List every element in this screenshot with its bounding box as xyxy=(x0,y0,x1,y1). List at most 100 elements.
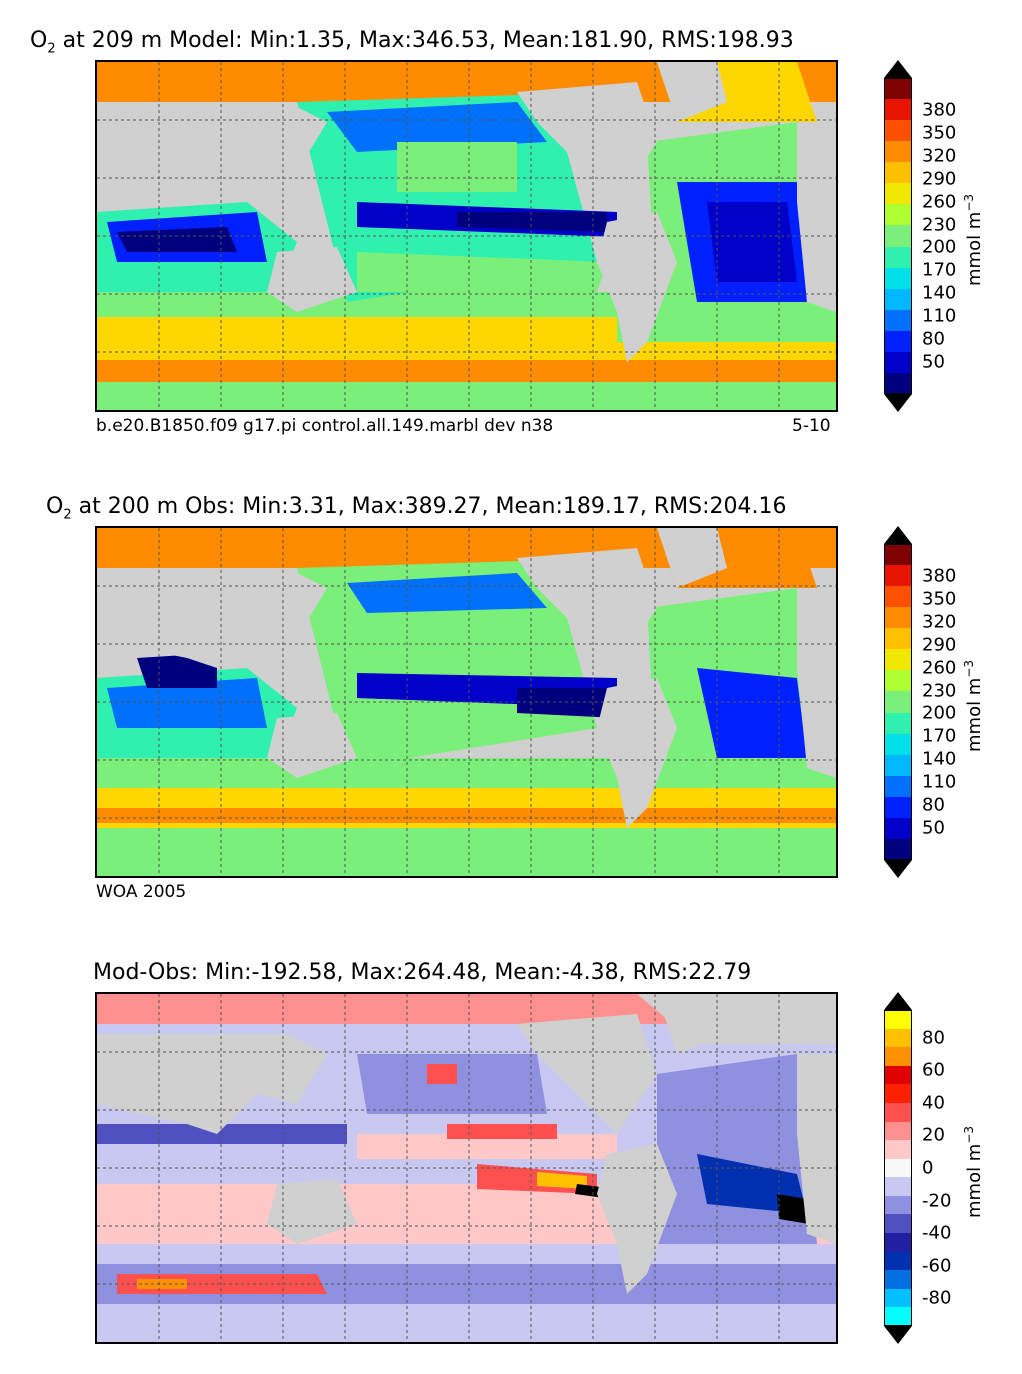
colorbar-segment xyxy=(884,1047,912,1067)
colorbar-segment xyxy=(884,1214,912,1234)
colorbar-tick-label: 230 xyxy=(922,214,957,235)
colorbar-tick-label: 260 xyxy=(922,191,957,213)
colorbar-segment xyxy=(884,246,912,269)
colorbar-segment xyxy=(884,1084,912,1104)
colorbar-segment xyxy=(884,372,912,395)
colorbar-segment xyxy=(884,775,912,798)
colorbar-segment xyxy=(884,565,912,587)
source-caption: WOA 2005 xyxy=(96,882,187,902)
colorbar-segment xyxy=(884,1251,912,1271)
colorbar-tick-label: 320 xyxy=(922,145,957,167)
colorbar-tick-label: 320 xyxy=(922,611,957,633)
diff-map xyxy=(95,992,838,1344)
colorbar-arrow-top xyxy=(884,526,912,544)
colorbar-segment xyxy=(884,1010,912,1030)
colorbar-tick-label: 40 xyxy=(922,1092,945,1114)
colorbar-units-label: mmol m−3 xyxy=(962,193,985,286)
obs-colorbar: 380 350 320 290 260 230 200 170 140 110 80 50 mmol m… xyxy=(884,526,985,878)
colorbar-segment xyxy=(884,1195,912,1215)
colorbar-outline xyxy=(884,544,912,860)
colorbar-segment xyxy=(884,670,912,692)
colorbar-tick-label: 260 xyxy=(922,657,957,679)
colorbar-tick-label: 230 xyxy=(922,680,957,701)
panel-title: Mod-Obs: Min:-192.58, Max:264.48, Mean:-… xyxy=(93,960,752,985)
colorbar-tick-label: 380 xyxy=(922,565,957,587)
panel-title: O2 at 200 m Obs: Min:3.31, Max:389.27, M… xyxy=(46,494,787,523)
colorbar-segment xyxy=(884,330,912,353)
colorbar-tick-label: 290 xyxy=(922,634,957,656)
colorbar-segment xyxy=(884,817,912,840)
colorbar-arrow-bottom xyxy=(884,860,912,878)
colorbar-segment xyxy=(884,1307,912,1327)
case-caption: b.e20.B1850.f09 g17.pi control.all.149.m… xyxy=(96,416,554,436)
colorbar-segment xyxy=(884,78,912,100)
colorbar-segment xyxy=(884,1158,912,1178)
colorbar-segment xyxy=(884,712,912,735)
colorbar-tick-label: 50 xyxy=(922,351,945,373)
colorbar-tick-label: -20 xyxy=(922,1190,952,1212)
colorbar-segment xyxy=(884,754,912,777)
colorbar-arrow-top xyxy=(884,992,912,1010)
colorbar-segment xyxy=(884,1065,912,1085)
colorbar-segment xyxy=(884,351,912,374)
colorbar-tick-label: 170 xyxy=(922,725,957,747)
colorbar-segment xyxy=(884,1028,912,1048)
colorbar-tick-label: 200 xyxy=(922,702,957,724)
colorbar-segment xyxy=(884,141,912,163)
colorbar-tick-label: 50 xyxy=(922,817,945,839)
obs-map xyxy=(95,526,838,878)
obs-panel: O2 at 200 m Obs: Min:3.31, Max:389.27, M… xyxy=(0,466,1022,926)
colorbar-tick-label: 110 xyxy=(922,305,957,327)
colorbar-arrow-bottom xyxy=(884,394,912,412)
panel-title: O2 at 209 m Model: Min:1.35, Max:346.53,… xyxy=(30,28,794,57)
colorbar-segment xyxy=(884,691,912,714)
colorbar-units-label: mmol m−3 xyxy=(962,1125,985,1218)
colorbar-segment xyxy=(884,183,912,205)
colorbar-segment xyxy=(884,309,912,332)
colorbar-arrow-top xyxy=(884,60,912,78)
colorbar-segment xyxy=(884,1177,912,1197)
colorbar-segment xyxy=(884,1288,912,1308)
colorbar-tick-label: 350 xyxy=(922,122,957,144)
colorbar-arrow-bottom xyxy=(884,1326,912,1344)
colorbar-segment xyxy=(884,586,912,608)
colorbar-tick-label: 200 xyxy=(922,236,957,258)
colorbar-outline xyxy=(884,1010,912,1326)
colorbar-units-label: mmol m−3 xyxy=(962,659,985,752)
diff-panel: Mod-Obs: Min:-192.58, Max:264.48, Mean:-… xyxy=(0,932,1022,1372)
colorbar-segment xyxy=(884,1102,912,1123)
colorbar-outline xyxy=(884,78,912,394)
colorbar-tick-label: -60 xyxy=(922,1255,952,1277)
colorbar-segment xyxy=(884,204,912,226)
colorbar-tick-label: 80 xyxy=(922,1027,945,1049)
colorbar-tick-label: -40 xyxy=(922,1222,952,1244)
colorbar-segment xyxy=(884,1233,912,1253)
colorbar-segment xyxy=(884,796,912,819)
colorbar-tick-label: 110 xyxy=(922,771,957,793)
colorbar-segment xyxy=(884,1270,912,1290)
period-caption: 5-10 xyxy=(792,416,831,436)
colorbar-segment xyxy=(884,628,912,650)
colorbar-segment xyxy=(884,120,912,142)
colorbar-tick-label: 380 xyxy=(922,99,957,121)
colorbar-segment xyxy=(884,1140,912,1160)
diff-colorbar: 80 60 40 20 0 -20 -40 -60 -80 mmol m−3 xyxy=(884,992,985,1344)
colorbar-segment xyxy=(884,1121,912,1141)
colorbar-segment xyxy=(884,225,912,248)
colorbar-tick-label: 290 xyxy=(922,168,957,190)
colorbar-tick-label: 60 xyxy=(922,1059,945,1081)
colorbar-segment xyxy=(884,162,912,184)
colorbar-segment xyxy=(884,607,912,629)
colorbar-tick-label: 350 xyxy=(922,588,957,610)
colorbar-segment xyxy=(884,733,912,756)
colorbar-tick-label: 140 xyxy=(922,282,957,304)
colorbar-tick-label: 140 xyxy=(922,748,957,770)
colorbar-segment xyxy=(884,649,912,671)
colorbar-tick-label: 20 xyxy=(922,1124,945,1146)
colorbar-tick-label: 80 xyxy=(922,794,945,816)
model-panel: O2 at 209 m Model: Min:1.35, Max:346.53,… xyxy=(0,0,1022,460)
colorbar-tick-label: 170 xyxy=(922,259,957,281)
model-map xyxy=(95,60,838,412)
colorbar-segment xyxy=(884,288,912,311)
colorbar-segment xyxy=(884,267,912,290)
